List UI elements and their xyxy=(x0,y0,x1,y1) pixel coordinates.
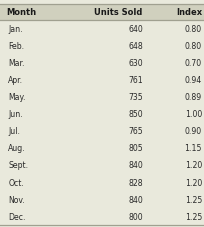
Text: Oct.: Oct. xyxy=(8,178,24,187)
Text: Aug.: Aug. xyxy=(8,144,26,153)
Text: 1.00: 1.00 xyxy=(185,110,202,119)
Text: 1.25: 1.25 xyxy=(185,195,202,204)
Text: Feb.: Feb. xyxy=(8,42,24,51)
Text: 735: 735 xyxy=(128,93,143,102)
Text: Units Sold: Units Sold xyxy=(94,8,143,17)
Text: 648: 648 xyxy=(128,42,143,51)
FancyBboxPatch shape xyxy=(0,5,204,225)
Text: 840: 840 xyxy=(128,161,143,170)
Text: 0.70: 0.70 xyxy=(185,59,202,68)
Text: Index: Index xyxy=(176,8,202,17)
Text: Nov.: Nov. xyxy=(8,195,25,204)
Text: 1.15: 1.15 xyxy=(185,144,202,153)
Text: 840: 840 xyxy=(128,195,143,204)
Text: 828: 828 xyxy=(128,178,143,187)
Text: Mar.: Mar. xyxy=(8,59,25,68)
Text: 1.25: 1.25 xyxy=(185,212,202,221)
Text: 0.89: 0.89 xyxy=(185,93,202,102)
Text: 761: 761 xyxy=(128,76,143,85)
Text: 0.94: 0.94 xyxy=(185,76,202,85)
Text: 640: 640 xyxy=(128,25,143,34)
Text: 765: 765 xyxy=(128,127,143,136)
Text: Jul.: Jul. xyxy=(8,127,20,136)
Text: 800: 800 xyxy=(128,212,143,221)
Text: Jan.: Jan. xyxy=(8,25,23,34)
Text: May.: May. xyxy=(8,93,26,102)
Text: 1.20: 1.20 xyxy=(185,178,202,187)
Text: 0.90: 0.90 xyxy=(185,127,202,136)
Text: 0.80: 0.80 xyxy=(185,25,202,34)
Text: Sept.: Sept. xyxy=(8,161,28,170)
Text: 0.80: 0.80 xyxy=(185,42,202,51)
Text: 805: 805 xyxy=(128,144,143,153)
Text: Apr.: Apr. xyxy=(8,76,23,85)
Text: 850: 850 xyxy=(128,110,143,119)
Text: Month: Month xyxy=(6,8,36,17)
FancyBboxPatch shape xyxy=(0,5,204,21)
FancyBboxPatch shape xyxy=(0,5,204,21)
Text: Jun.: Jun. xyxy=(8,110,23,119)
Text: Dec.: Dec. xyxy=(8,212,26,221)
Text: 1.20: 1.20 xyxy=(185,161,202,170)
Text: 630: 630 xyxy=(128,59,143,68)
